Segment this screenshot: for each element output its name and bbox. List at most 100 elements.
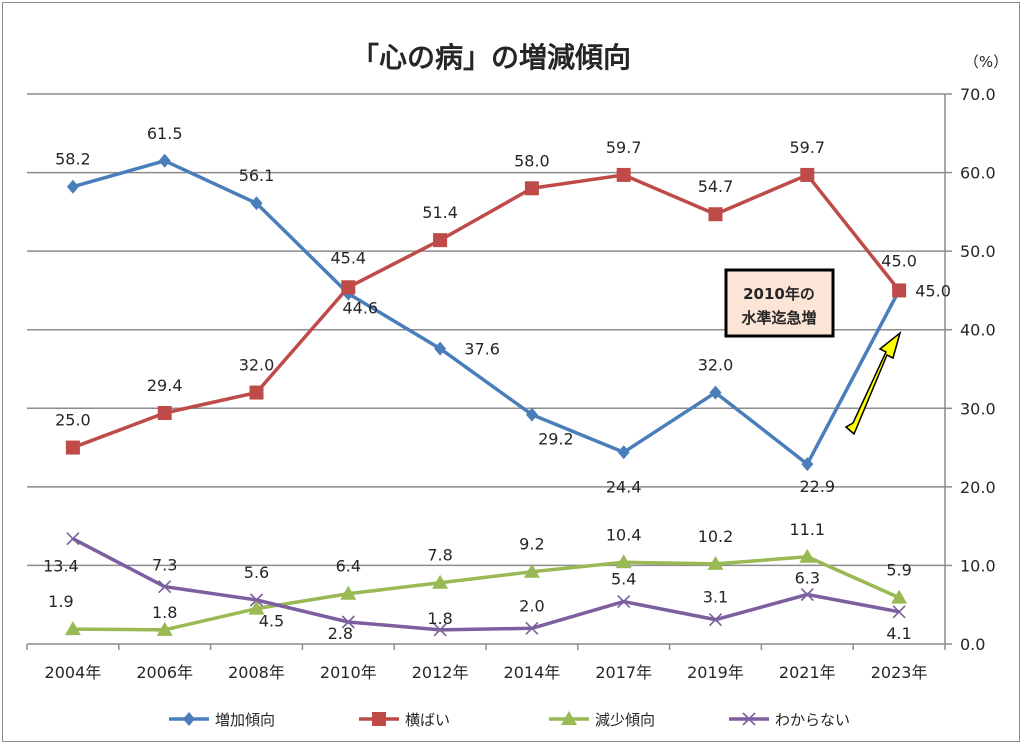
data-label: 1.8 (152, 603, 177, 622)
data-label: 44.6 (342, 299, 378, 318)
data-point (156, 621, 173, 636)
data-point (523, 563, 540, 578)
data-label: 5.9 (886, 561, 911, 580)
data-label: 29.4 (147, 376, 183, 395)
data-label: 25.0 (55, 411, 91, 430)
data-point (66, 179, 79, 194)
data-label: 58.2 (55, 150, 91, 169)
data-point (799, 548, 816, 563)
x-tick-label: 2006年 (136, 663, 193, 682)
data-point (801, 457, 814, 472)
data-label: 24.4 (606, 477, 642, 496)
data-label: 45.0 (881, 251, 917, 270)
data-label: 58.0 (514, 151, 550, 170)
series-2 (64, 548, 908, 636)
y-tick-label: 50.0 (960, 242, 996, 261)
series-line (72, 537, 900, 632)
legend-marker (561, 711, 577, 725)
data-point (248, 600, 265, 615)
annotation: 2010年の 水準迄急増 (724, 268, 902, 436)
data-label: 29.2 (538, 430, 574, 449)
data-label: 54.7 (698, 177, 734, 196)
series-line (72, 555, 900, 632)
data-point (709, 385, 722, 400)
x-tick-label: 2012年 (412, 663, 469, 682)
data-point (64, 621, 81, 636)
x-tick-label: 2014年 (504, 663, 561, 682)
data-point (341, 280, 356, 295)
data-point (249, 593, 264, 607)
data-label: 45.0 (915, 281, 951, 300)
data-label: 22.9 (799, 477, 835, 496)
y-tick-label: 60.0 (960, 164, 996, 183)
data-point (617, 595, 631, 609)
legend-item: 増加傾向 (169, 711, 275, 729)
y-tick-label: 70.0 (960, 85, 996, 104)
data-point (708, 207, 723, 222)
data-label: 1.8 (427, 609, 452, 628)
data-label: 32.0 (698, 356, 734, 375)
data-point (708, 613, 723, 627)
y-tick-label: 30.0 (960, 399, 996, 418)
data-label: 4.1 (886, 624, 911, 643)
data-label: 61.5 (147, 124, 183, 143)
data-label: 2.8 (328, 624, 353, 643)
data-label: 59.7 (606, 138, 642, 157)
x-tick-label: 2008年 (228, 663, 285, 682)
series-1 (65, 167, 907, 455)
data-point (341, 615, 355, 629)
x-tick-label: 2004年 (45, 663, 102, 682)
data-label: 3.1 (703, 588, 728, 607)
legend-label: 横ばい (405, 711, 450, 729)
data-point (892, 605, 906, 619)
data-label: 56.1 (239, 166, 275, 185)
data-point (616, 167, 631, 182)
data-point (617, 445, 630, 460)
x-tick-label: 2010年 (320, 663, 377, 682)
legend-label: わからない (775, 711, 850, 729)
legend-marker (372, 712, 386, 726)
data-label: 37.6 (464, 340, 500, 359)
data-point (434, 341, 447, 356)
annotation-line-2: 水準迄急増 (741, 309, 816, 327)
data-point (432, 574, 449, 589)
x-tick-label: 2017年 (595, 663, 652, 682)
data-point (800, 587, 814, 602)
annotation-line-1: 2010年の (743, 285, 815, 303)
legend-marker (183, 712, 195, 726)
legend-label: 減少傾向 (595, 711, 655, 729)
data-label: 13.4 (43, 557, 79, 576)
data-point (525, 407, 538, 422)
data-label: 11.1 (789, 520, 825, 539)
data-point (891, 589, 908, 604)
data-point (525, 621, 539, 635)
data-label: 4.5 (259, 612, 284, 631)
annotation-box (724, 268, 835, 338)
data-point (433, 233, 448, 248)
series-3 (66, 532, 906, 637)
data-label: 59.7 (789, 138, 825, 157)
legend-item: 減少傾向 (549, 711, 655, 729)
yellow-arrow-icon (844, 330, 902, 436)
legend-item: わからない (729, 711, 850, 729)
data-label: 7.8 (427, 546, 452, 565)
data-label: 9.2 (519, 535, 544, 554)
data-point (615, 554, 632, 569)
legend-label: 増加傾向 (215, 711, 275, 729)
data-label: 2.0 (519, 596, 544, 615)
data-point (66, 532, 80, 546)
data-point (157, 406, 172, 420)
data-label: 10.4 (606, 525, 642, 544)
y-tick-label: 40.0 (960, 321, 996, 340)
y-tick-label: 0.0 (960, 635, 985, 654)
line-chart: 「心の病」の増減傾向 （%） 0.0 10.0 20.0 30.0 40.0 50.0 60… (26, 41, 1008, 729)
data-label: 7.3 (152, 556, 177, 575)
data-label: 45.4 (330, 248, 366, 267)
data-point (800, 167, 815, 182)
legend-marker (742, 712, 756, 726)
data-label: 6.4 (336, 557, 361, 576)
data-point (707, 555, 724, 570)
legend-item: 横ばい (359, 711, 450, 729)
data-point (158, 153, 171, 168)
